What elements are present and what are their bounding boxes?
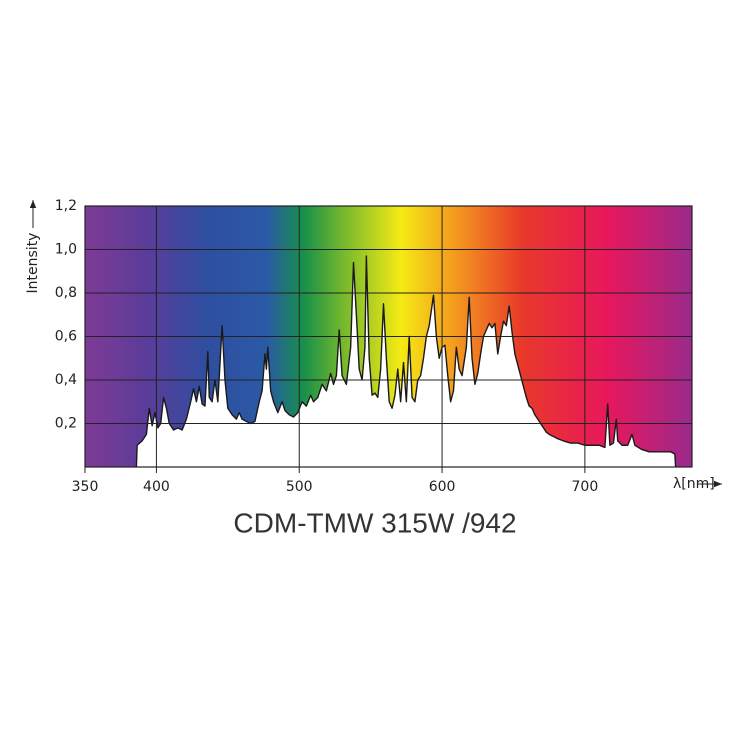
y-tick-label: 1,0	[55, 242, 77, 258]
y-tick-label: 0,2	[55, 416, 77, 432]
spectrum-area	[136, 256, 676, 467]
y-tick-label: 0,8	[55, 285, 77, 301]
y-tick-label: 1,2	[55, 198, 77, 214]
x-tick-label: 600	[429, 479, 456, 495]
chart-title: CDM-TMW 315W /942	[233, 507, 516, 538]
y-tick-label: 0,6	[55, 329, 77, 345]
spectrum-line	[135, 255, 677, 468]
x-tick-label: 500	[286, 479, 313, 495]
x-tick-label: 400	[143, 479, 170, 495]
x-tick-label: 700	[572, 479, 599, 495]
y-axis-label: Intensity	[25, 233, 41, 294]
x-tick-label: 350	[72, 479, 99, 495]
y-tick-label: 0,4	[55, 372, 77, 388]
x-axis-label: λ[nm]	[673, 476, 715, 492]
